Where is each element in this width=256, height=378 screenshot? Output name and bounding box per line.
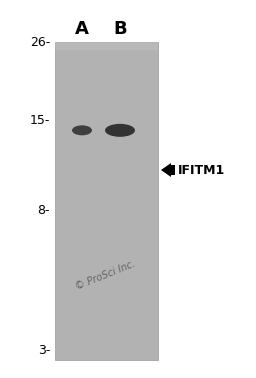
Ellipse shape [72, 125, 92, 135]
Text: 8-: 8- [37, 204, 50, 217]
Text: 26-: 26- [30, 36, 50, 48]
Bar [55, 42, 158, 50]
Text: B: B [113, 20, 127, 38]
Ellipse shape [105, 124, 135, 137]
Text: 15-: 15- [30, 114, 50, 127]
FancyArrow shape [161, 163, 175, 177]
Text: IFITM1: IFITM1 [178, 164, 225, 177]
Text: © ProSci Inc.: © ProSci Inc. [73, 259, 136, 291]
Text: 3-: 3- [38, 344, 50, 357]
Text: A: A [75, 20, 89, 38]
Bar [55, 42, 158, 360]
